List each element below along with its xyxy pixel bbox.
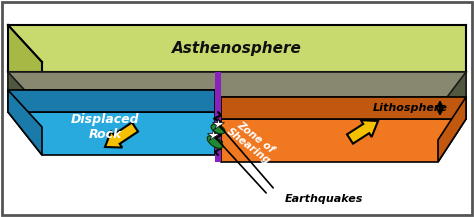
Polygon shape [8,25,42,115]
Polygon shape [8,90,42,155]
Polygon shape [218,119,221,162]
Text: Earthquakes: Earthquakes [285,194,364,204]
Polygon shape [8,72,466,115]
Polygon shape [438,72,466,140]
Ellipse shape [211,124,225,134]
Polygon shape [215,72,221,119]
Polygon shape [8,90,215,112]
Polygon shape [8,112,215,155]
Text: Zone of
Shearing: Zone of Shearing [225,117,279,167]
Polygon shape [215,72,218,119]
Polygon shape [218,72,221,119]
Polygon shape [221,97,466,119]
Polygon shape [218,72,466,97]
Text: Displaced
Rock: Displaced Rock [71,113,139,141]
Polygon shape [215,119,221,162]
Polygon shape [218,97,466,140]
Polygon shape [8,25,466,72]
FancyArrow shape [105,122,138,148]
Ellipse shape [207,136,223,148]
Polygon shape [8,72,218,90]
Text: Asthenosphere: Asthenosphere [172,41,302,56]
Polygon shape [8,72,42,133]
Polygon shape [221,119,466,162]
FancyArrow shape [347,120,378,144]
Text: Lithosphere: Lithosphere [373,103,447,113]
Polygon shape [438,97,466,162]
Polygon shape [215,119,218,162]
Polygon shape [8,90,218,133]
